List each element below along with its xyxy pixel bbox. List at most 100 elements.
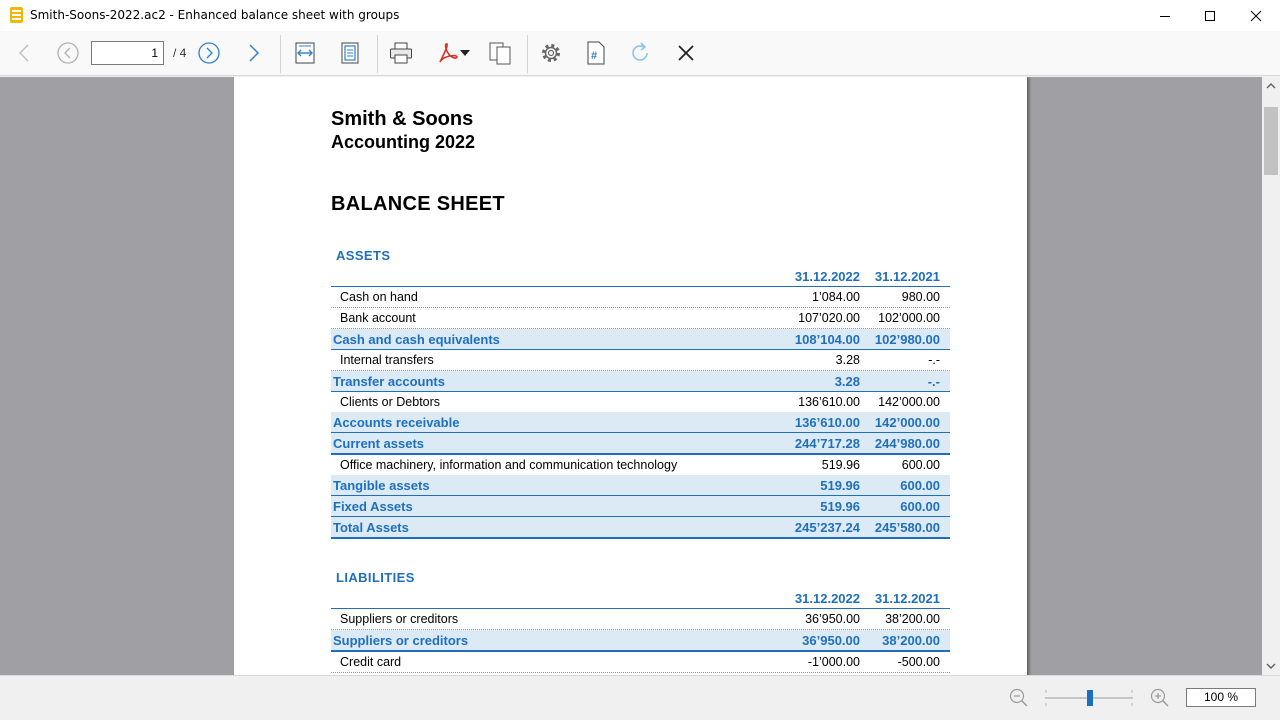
table-row: Suppliers or creditors 36’950.00 38’200.… [331, 609, 950, 630]
zoom-slider[interactable] [1043, 686, 1135, 710]
row-label: Accounts receivable [333, 415, 460, 430]
status-bar: 100 % [0, 675, 1280, 720]
pdf-icon [439, 43, 458, 63]
group-total-row: Transfer accounts 3.28 -.- [331, 371, 950, 392]
report-subtitle: Accounting 2022 [331, 132, 476, 152]
row-label: Transfer accounts [333, 374, 445, 389]
window-title: Smith-Soons-2022.ac2 - Enhanced balance … [30, 8, 400, 22]
scroll-thumb[interactable] [1264, 107, 1278, 175]
table-row: Cash on hand 1’084.00 980.00 [331, 287, 950, 308]
toolbar: / 4 # [0, 31, 1280, 76]
dropdown-arrow-icon [460, 50, 470, 56]
chevron-left-icon [18, 44, 29, 62]
previous-button[interactable] [10, 31, 38, 75]
print-button[interactable] [386, 31, 416, 75]
vertical-scrollbar[interactable] [1262, 77, 1280, 675]
header-divider [331, 286, 950, 287]
company-name: Smith & Soons [331, 108, 474, 130]
row-value-2022: -1’000.00 [807, 655, 860, 669]
row-label: Cash on hand [340, 290, 418, 304]
row-value-2022: 245’237.24 [794, 520, 860, 535]
row-label: Current assets [333, 436, 425, 451]
page-number-icon: # [587, 41, 605, 65]
app-icon [10, 7, 23, 23]
copy-button[interactable] [485, 31, 515, 75]
page-total: / 4 [173, 46, 187, 60]
close-preview-button[interactable] [671, 31, 701, 75]
row-label: Cash and cash equivalents [333, 332, 500, 347]
maximize-button[interactable] [1187, 0, 1233, 31]
header-divider [331, 608, 950, 609]
group-total-row: Cash and cash equivalents 108’104.00 102… [331, 329, 950, 350]
row-value-2022: 519.96 [820, 499, 860, 514]
settings-button[interactable] [536, 31, 566, 75]
row-value-2022: 136’610.00 [798, 395, 860, 409]
table-row: Credit card -1’000.00 -500.00 [331, 652, 950, 673]
scroll-up-icon[interactable] [1266, 82, 1276, 90]
title-bar: Smith-Soons-2022.ac2 - Enhanced balance … [0, 0, 1280, 31]
row-value-2021: 102’980.00 [874, 332, 940, 347]
row-value-2021: 142’000.00 [874, 415, 940, 430]
scroll-down-icon[interactable] [1266, 662, 1276, 670]
column-header-2022: 31.12.2022 [794, 269, 860, 284]
zoom-out-icon[interactable] [1009, 688, 1029, 708]
row-value-2022: 3.28 [835, 353, 860, 367]
toolbar-divider [280, 35, 281, 73]
row-value-2021: -.- [928, 353, 940, 367]
row-value-2021: 245’580.00 [874, 520, 940, 535]
next-page-button[interactable] [195, 31, 223, 75]
page-number-input[interactable] [91, 41, 164, 65]
minimize-button[interactable] [1142, 0, 1188, 31]
refresh-button[interactable] [625, 31, 655, 75]
document-viewer[interactable]: Smith & Soons Accounting 2022 BALANCE SH… [0, 77, 1262, 675]
row-value-2022: 36’950.00 [805, 612, 860, 626]
gear-icon [542, 44, 560, 62]
table-row: Office machinery, information and commun… [331, 455, 950, 476]
row-label: Credit card [340, 655, 402, 669]
export-pdf-button[interactable] [430, 31, 476, 75]
row-value-2021: 980.00 [901, 290, 940, 304]
zoom-in-icon[interactable] [1150, 688, 1170, 708]
close-window-button[interactable] [1233, 0, 1279, 31]
row-value-2021: 38’200.00 [882, 633, 940, 648]
assets-heading: ASSETS [336, 248, 391, 263]
liabilities-heading: LIABILITIES [336, 570, 415, 585]
row-value-2022: 108’104.00 [794, 332, 860, 347]
row-value-2021: 102’000.00 [878, 311, 940, 325]
row-value-2022: 519.96 [821, 458, 860, 472]
row-value-2022: 107’020.00 [798, 311, 860, 325]
row-label: Total Assets [333, 520, 409, 535]
table-row: Internal transfers 3.28 -.- [331, 350, 950, 371]
page-numbering-button[interactable]: # [581, 31, 611, 75]
group-total-row: Current assets 244’717.28 244’980.00 [331, 433, 950, 455]
fit-page-icon [341, 42, 359, 64]
row-value-2021: 38’200.00 [885, 612, 940, 626]
row-value-2022: 244’717.28 [794, 436, 860, 451]
group-total-row: Suppliers or creditors 36’950.00 38’200.… [331, 630, 950, 652]
row-label: Suppliers or creditors [333, 633, 469, 648]
row-value-2021: 244’980.00 [874, 436, 940, 451]
row-value-2021: -500.00 [897, 655, 940, 669]
toolbar-divider [377, 35, 378, 73]
row-label: Tangible assets [333, 478, 430, 493]
column-header-2021: 31.12.2021 [874, 269, 940, 284]
next-button[interactable] [240, 31, 268, 75]
row-label: Suppliers or creditors [340, 612, 459, 626]
grand-total-row: Total Assets 245’237.24 245’580.00 [331, 517, 950, 539]
report-title: BALANCE SHEET [331, 193, 505, 215]
fit-page-button[interactable] [335, 31, 365, 75]
row-value-2022: 519.96 [820, 478, 860, 493]
row-value-2021: 600.00 [901, 458, 940, 472]
table-row: Bank account 107’020.00 102’000.00 [331, 308, 950, 329]
row-label: Office machinery, information and commun… [340, 458, 678, 472]
column-header-2021: 31.12.2021 [874, 591, 940, 606]
circle-chevron-right-icon [198, 42, 220, 64]
column-header-2022: 31.12.2022 [794, 591, 860, 606]
previous-page-button[interactable] [54, 31, 82, 75]
zoom-level-field[interactable]: 100 % [1186, 688, 1256, 707]
row-value-2021: 600.00 [900, 499, 940, 514]
maximize-icon [1205, 10, 1215, 21]
fit-width-button[interactable] [290, 31, 320, 75]
circle-chevron-left-icon [57, 42, 79, 64]
row-value-2022: 36’950.00 [802, 633, 860, 648]
